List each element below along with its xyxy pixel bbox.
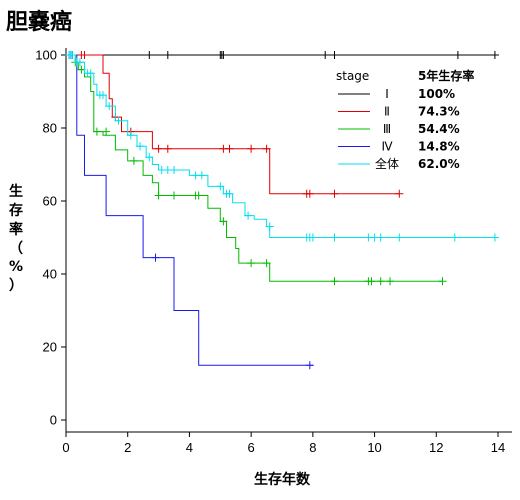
- censor-mark: [262, 259, 271, 268]
- censor-mark: [308, 233, 317, 242]
- censor-mark: [99, 91, 107, 100]
- censor-mark: [163, 51, 172, 59]
- censor-mark: [225, 189, 234, 198]
- censor-mark: [450, 233, 459, 242]
- y-tick-label: 60: [43, 194, 57, 209]
- censor-mark: [330, 189, 339, 198]
- censor-mark: [216, 182, 225, 191]
- series-line-4: [66, 54, 313, 366]
- censor-mark: [86, 69, 95, 78]
- censor-mark: [247, 259, 256, 268]
- censor-mark: [330, 51, 339, 59]
- y-axis-label-char: （: [9, 241, 23, 257]
- censor-mark: [102, 127, 111, 136]
- series-layer: [65, 51, 499, 370]
- legend-series-name: Ⅲ: [383, 122, 391, 136]
- censor-mark: [305, 361, 314, 370]
- y-tick-label: 40: [43, 267, 57, 282]
- legend-series-name: Ⅳ: [381, 140, 392, 154]
- censor-mark: [453, 51, 462, 59]
- x-tick-label: 12: [429, 440, 443, 455]
- legend-series-rate: 100%: [418, 87, 455, 101]
- censor-mark: [490, 233, 499, 242]
- legend-series-rate: 54.4%: [418, 122, 460, 136]
- censor-mark: [114, 116, 123, 125]
- x-tick-label: 6: [248, 440, 255, 455]
- censor-mark: [225, 144, 234, 153]
- censor-mark: [219, 217, 228, 226]
- censor-mark: [194, 191, 203, 200]
- censor-mark: [129, 156, 138, 165]
- y-tick-label: 20: [43, 340, 57, 355]
- x-axis-label: 生存年数: [254, 471, 311, 488]
- censor-mark: [438, 277, 447, 286]
- y-axis-label-char: 率: [9, 221, 23, 238]
- legend-header-value: 5年生存率: [418, 68, 474, 83]
- censor-mark: [244, 211, 253, 220]
- censor-mark: [145, 51, 154, 59]
- censor-mark: [145, 153, 154, 162]
- legend-header-label: stage: [336, 69, 369, 83]
- censor-mark: [151, 253, 160, 262]
- y-axis-label-char: 存: [9, 202, 23, 219]
- censor-mark: [330, 277, 339, 286]
- y-tick-label: 80: [43, 121, 57, 136]
- x-tick-label: 10: [367, 440, 381, 455]
- page-title: 胆嚢癌: [6, 10, 73, 35]
- censor-mark: [367, 277, 376, 286]
- legend: stage 5年生存率 Ⅰ 100% Ⅱ 74.3% Ⅲ 54.4% Ⅳ 14.8% 全体 62.0%: [336, 68, 474, 171]
- series-line-3: [66, 54, 443, 282]
- legend-series-name: 全体: [375, 156, 399, 171]
- x-tick-label: 2: [124, 440, 131, 455]
- censor-mark: [265, 222, 274, 231]
- censor-mark: [386, 277, 394, 286]
- censor-mark: [80, 51, 89, 59]
- x-tick-label: 4: [186, 440, 193, 455]
- censor-mark: [75, 58, 84, 67]
- y-tick-label: 100: [35, 48, 57, 63]
- legend-series-rate: 74.3%: [418, 105, 460, 119]
- y-axis-label-char: 生: [9, 183, 23, 200]
- y-tick-label: 0: [50, 413, 57, 428]
- censor-mark: [154, 144, 163, 153]
- censor-mark: [376, 233, 385, 242]
- censor-mark: [170, 191, 178, 200]
- y-axis-label-char: ）: [9, 278, 23, 294]
- axes: 0 2 4 6 8 10 12 14 0 20 40 60 80 100 生存年数 生存率 （% ）: [9, 48, 512, 488]
- censor-mark: [136, 142, 145, 151]
- legend-series-name: Ⅱ: [384, 105, 390, 119]
- censor-mark: [68, 51, 77, 59]
- censor-mark: [376, 277, 385, 286]
- legend-series-rate: 62.0%: [418, 157, 460, 171]
- x-tick-label: 8: [309, 440, 316, 455]
- censor-mark: [490, 51, 499, 59]
- censor-mark: [154, 191, 163, 200]
- censor-mark: [330, 233, 339, 242]
- legend-series-name: Ⅰ: [385, 87, 389, 101]
- censor-mark: [395, 189, 404, 198]
- censor-mark: [170, 166, 178, 174]
- censor-mark: [262, 144, 271, 153]
- legend-series-rate: 14.8%: [418, 140, 460, 154]
- x-tick-label: 14: [491, 440, 505, 455]
- censor-mark: [219, 51, 228, 59]
- censor-mark: [197, 171, 206, 180]
- censor-mark: [247, 144, 256, 153]
- x-tick-label: 0: [62, 440, 69, 455]
- censor-mark: [126, 131, 135, 140]
- censor-mark: [395, 233, 404, 242]
- censor-mark: [321, 51, 330, 59]
- censor-mark: [92, 127, 101, 136]
- censor-mark: [305, 189, 314, 198]
- censor-mark: [163, 144, 172, 153]
- censor-mark: [105, 102, 114, 111]
- y-axis-label-char: %: [9, 259, 23, 275]
